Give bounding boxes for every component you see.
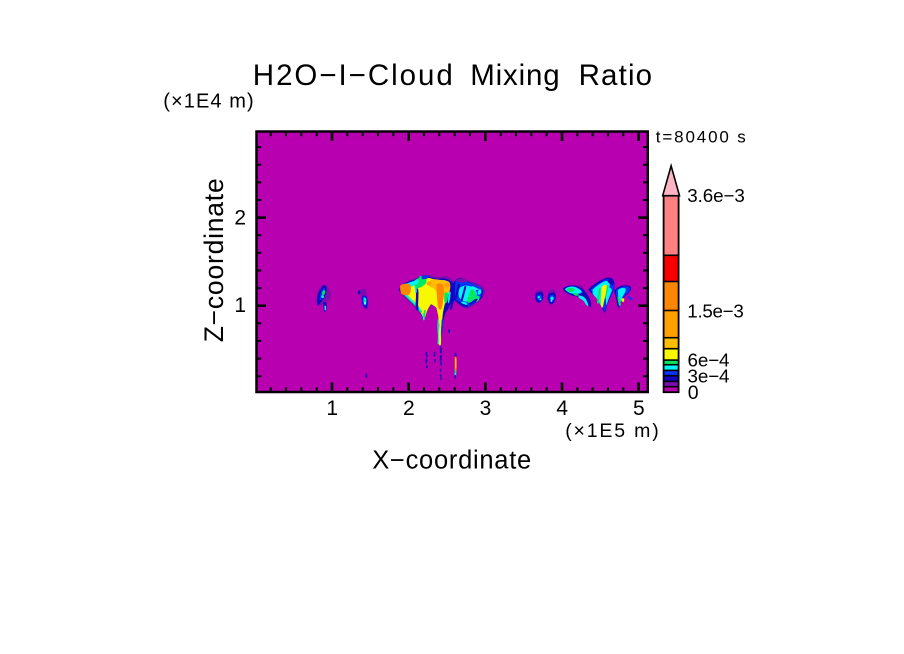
- svg-text:Z−coordinate: Z−coordinate: [199, 178, 229, 342]
- svg-text:X−coordinate: X−coordinate: [372, 447, 531, 475]
- svg-text:4: 4: [556, 397, 568, 420]
- svg-text:(×1E5 m): (×1E5 m): [565, 420, 659, 442]
- svg-text:Ratio: Ratio: [579, 59, 653, 92]
- svg-text:6e−4: 6e−4: [688, 350, 730, 371]
- svg-text:3.6e−3: 3.6e−3: [687, 185, 745, 206]
- svg-text:0: 0: [688, 382, 699, 404]
- svg-text:3e−4: 3e−4: [688, 365, 730, 386]
- svg-text:(×1E4 m): (×1E4 m): [163, 91, 254, 113]
- svg-text:2: 2: [403, 397, 415, 420]
- svg-text:3: 3: [480, 397, 492, 420]
- svg-text:1: 1: [234, 294, 246, 317]
- svg-text:2: 2: [234, 206, 246, 229]
- svg-text:Mixing: Mixing: [470, 59, 560, 92]
- svg-text:H2O−I−Cloud: H2O−I−Cloud: [253, 59, 453, 92]
- svg-text:t=80400 s: t=80400 s: [656, 128, 746, 147]
- svg-text:5: 5: [633, 397, 645, 420]
- svg-text:1.5e−3: 1.5e−3: [687, 300, 744, 321]
- svg-text:1: 1: [326, 397, 338, 420]
